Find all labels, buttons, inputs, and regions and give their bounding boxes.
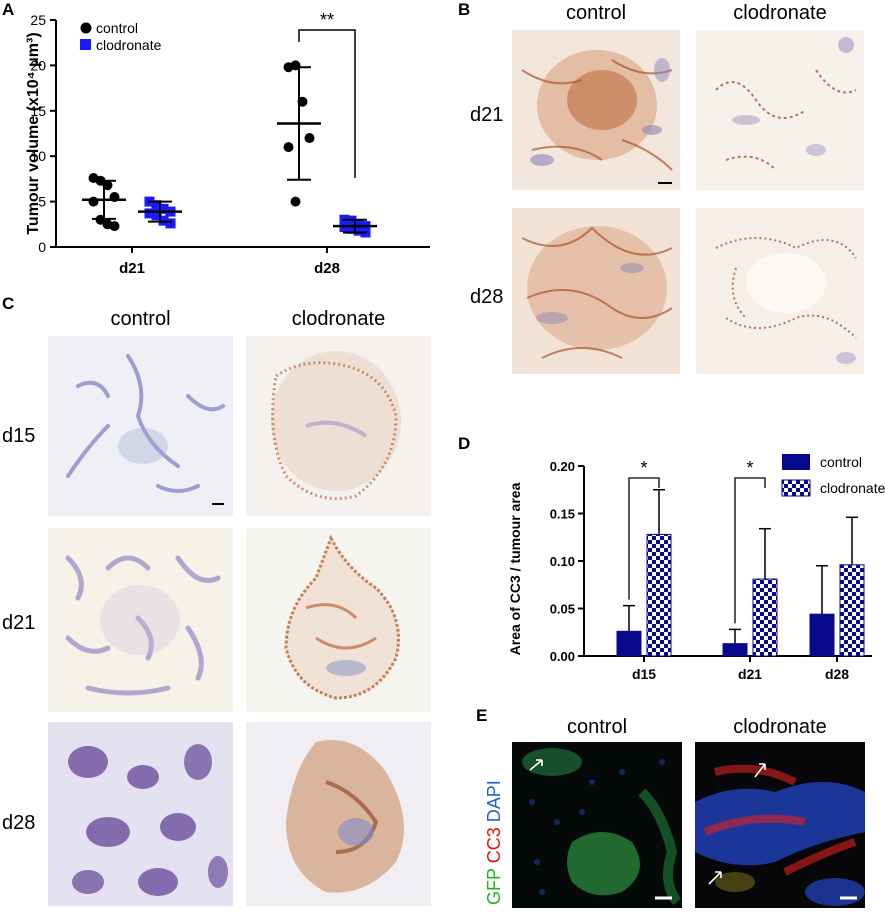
panel-a-ytick-label: 20 xyxy=(30,57,46,73)
ihc-image-c-clodronate-d21 xyxy=(246,528,431,712)
ihc-image-c-control-d21 xyxy=(48,528,233,712)
panel-a-ytick-label: 25 xyxy=(30,12,46,28)
ihc-image-b-control-d21 xyxy=(512,30,680,190)
panel-b-col-control: control xyxy=(565,2,627,24)
if-image-e-control xyxy=(512,742,682,908)
panel-d-significance-bracket xyxy=(734,477,766,624)
panel-a-label: A xyxy=(2,0,15,19)
panel-a-point-clodronate xyxy=(144,208,155,219)
cc3-label: CC3 xyxy=(484,827,504,864)
panel-a-point-control xyxy=(109,221,120,232)
panel-a-scatter-chart: 0 5 10 15 20 25 d21 d28 Tumour volume (x10⁴ μm³)… xyxy=(25,10,430,277)
panel-e-label: E xyxy=(476,706,488,725)
panel-a-legend-clodronate: clodronate xyxy=(96,37,162,53)
panel-a-ytick-label: 5 xyxy=(38,194,46,210)
panel-d-legend-control: control xyxy=(820,454,862,470)
panel-d-y-axis-label: Area of CC3 / tumour area xyxy=(507,482,523,655)
panel-c-col-clodronate: clodronate xyxy=(291,308,386,330)
panel-c-row-d28: d28 xyxy=(2,812,36,834)
panel-d-legend-swatch-clodronate xyxy=(781,479,811,497)
panel-a-point-control xyxy=(290,196,301,207)
panel-e-col-clodronate: clodronate xyxy=(733,716,827,738)
panel-c-row-d15: d15 xyxy=(2,425,36,447)
panel-d-ytick-label: 0.05 xyxy=(550,602,575,617)
panel-d-significance-marker: * xyxy=(746,458,753,478)
panel-a-point-clodronate xyxy=(151,200,162,211)
panel-a-xtick-label: d21 xyxy=(119,260,145,277)
ihc-image-b-clodronate-d28 xyxy=(696,208,864,374)
panel-b-label: B xyxy=(458,0,471,19)
panel-a-point-clodronate xyxy=(151,210,162,221)
panel-d-bar-clodronate xyxy=(752,578,778,657)
panel-d-significance-bracket xyxy=(628,477,660,600)
panel-d-label: D xyxy=(458,434,471,453)
panel-d-bar-clodronate xyxy=(839,564,865,657)
panel-a-legend-swatch-control xyxy=(80,22,92,34)
panel-c-col-control: control xyxy=(110,308,171,330)
gfp-label: GFP xyxy=(484,868,504,905)
panel-a-y-axis-label: Tumour volume (x10⁴ μm³) xyxy=(25,32,42,234)
panel-d-significance-marker: * xyxy=(640,458,647,478)
panel-d-legend-clodronate: clodronate xyxy=(820,480,885,496)
panel-a-point-clodronate xyxy=(165,218,176,229)
panel-b-col-clodronate: clodronate xyxy=(733,2,827,24)
panel-a-point-control xyxy=(88,196,99,207)
panel-d-ytick-label: 0.15 xyxy=(550,507,575,522)
panel-d-ytick-label: 0.00 xyxy=(550,649,575,664)
panel-d-bar-chart: 0.00 0.05 0.10 0.15 0.20 Area of CC3 / tumour… xyxy=(507,454,885,682)
ihc-image-b-control-d28 xyxy=(512,208,680,374)
panel-d-ytick-label: 0.10 xyxy=(550,554,575,569)
panel-d-xtick-label: d28 xyxy=(825,666,849,682)
panel-a-point-control xyxy=(283,142,294,153)
panel-d-xtick-label: d21 xyxy=(738,666,762,682)
ihc-image-c-control-d28 xyxy=(48,722,233,906)
panel-d-legend-swatch-control xyxy=(782,454,810,470)
ihc-image-b-clodronate-d21 xyxy=(696,30,864,190)
ihc-image-c-clodronate-d28 xyxy=(246,722,431,906)
panel-d-xtick-label: d15 xyxy=(632,666,656,682)
panel-a-point-clodronate xyxy=(353,219,364,230)
panel-a-ytick-label: 0 xyxy=(38,239,46,255)
panel-c-row-d21: d21 xyxy=(2,612,36,634)
panel-d-bar-control xyxy=(809,613,835,657)
panel-e-col-control: control xyxy=(566,716,628,738)
panel-d-bar-control xyxy=(616,630,642,657)
panel-a-point-clodronate xyxy=(346,223,357,234)
panel-a-ytick-label: 10 xyxy=(30,148,46,164)
panel-a-point-clodronate xyxy=(353,225,364,236)
ihc-image-c-clodronate-d15 xyxy=(246,336,431,516)
dapi-label: DAPI xyxy=(484,780,504,823)
panel-a-significance-marker: ** xyxy=(320,10,334,30)
panel-a-point-control xyxy=(304,133,315,144)
panel-a-legend-swatch-clodronate xyxy=(80,39,91,50)
panel-b-row-d28: d28 xyxy=(470,286,504,308)
panel-d-ytick-label: 0.20 xyxy=(550,459,575,474)
panel-a-legend-control: control xyxy=(96,20,138,36)
panel-a-ytick-label: 15 xyxy=(30,103,46,119)
panel-d-bar-clodronate xyxy=(646,533,672,657)
panel-b-row-d21: d21 xyxy=(470,104,504,126)
panel-e-stain-legend: GFP CC3 DAPI xyxy=(484,780,505,905)
panel-a-point-clodronate xyxy=(158,203,169,214)
panel-a-significance-bracket xyxy=(298,29,356,178)
panel-c-label: C xyxy=(2,294,15,313)
panel-a-xtick-label: d28 xyxy=(314,260,340,277)
ihc-image-c-control-d15 xyxy=(48,336,233,516)
panel-d-bar-control xyxy=(722,643,748,657)
if-image-e-clodronate xyxy=(695,742,865,908)
